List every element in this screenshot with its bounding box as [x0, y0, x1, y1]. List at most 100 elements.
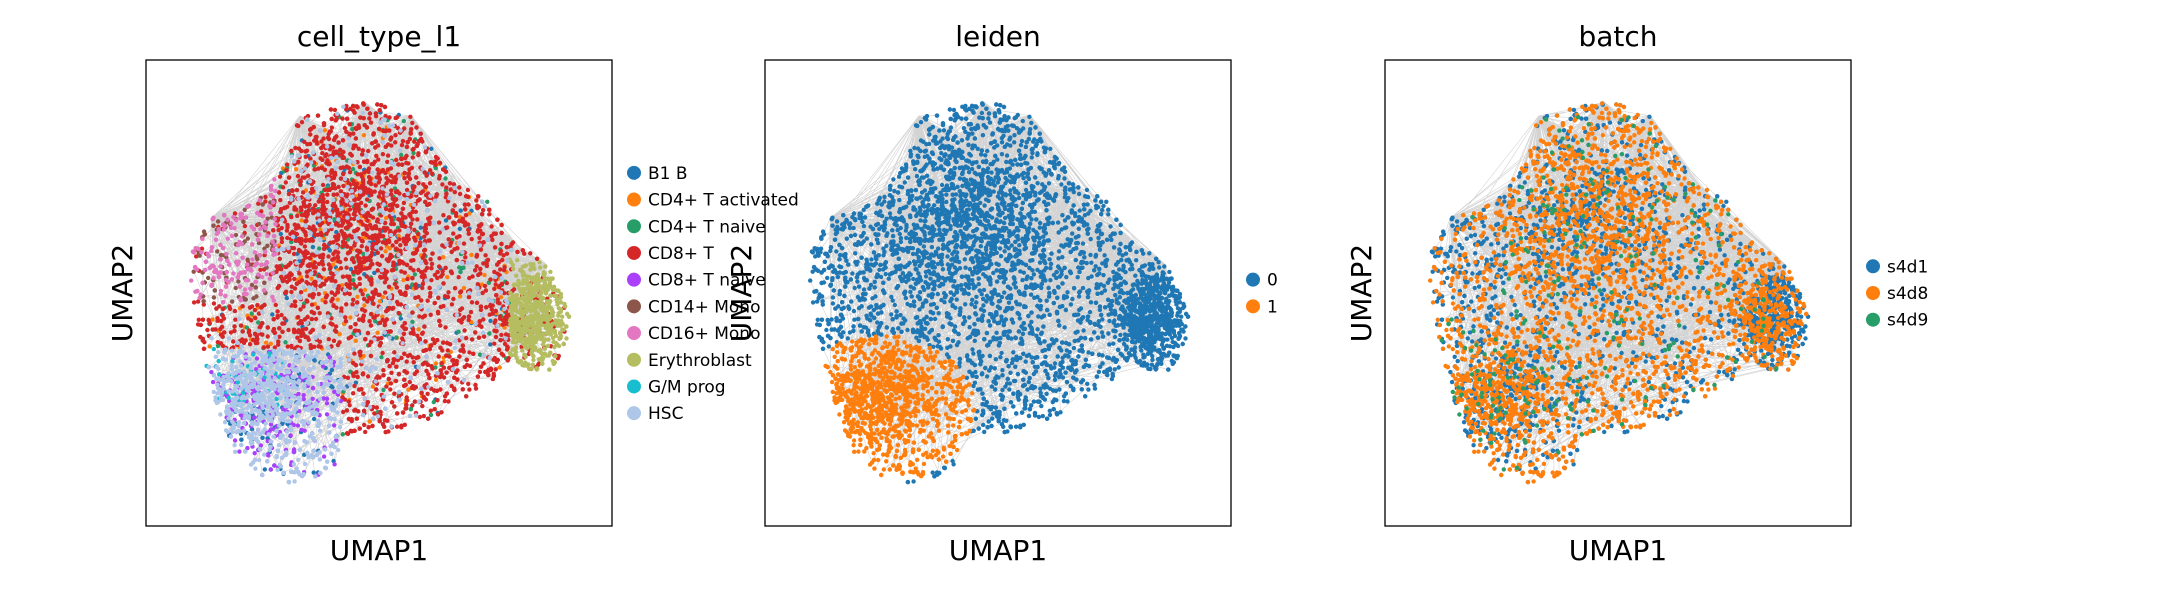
data-point — [255, 303, 260, 308]
data-point — [388, 381, 394, 386]
data-point — [463, 255, 468, 260]
data-point — [343, 319, 349, 324]
data-point — [566, 314, 572, 319]
data-point — [402, 155, 408, 161]
data-point — [419, 390, 424, 396]
data-point — [553, 318, 558, 323]
data-point — [471, 351, 476, 356]
data-point — [537, 260, 542, 265]
data-point — [522, 352, 527, 357]
data-point — [310, 328, 315, 333]
data-point — [547, 367, 552, 372]
data-point — [354, 204, 359, 210]
data-point — [247, 342, 253, 347]
data-point — [335, 297, 340, 302]
data-point — [240, 234, 245, 239]
data-point — [357, 281, 362, 287]
data-point — [231, 339, 236, 344]
data-point — [437, 318, 442, 324]
data-point — [428, 312, 433, 317]
data-point — [318, 283, 323, 289]
data-point — [196, 317, 201, 322]
data-point — [530, 362, 536, 367]
data-point — [374, 226, 379, 231]
data-point — [456, 329, 461, 334]
data-point — [404, 187, 410, 193]
data-point — [243, 215, 249, 220]
data-point — [448, 187, 453, 192]
data-point — [263, 249, 268, 255]
data-point — [476, 194, 481, 199]
data-point — [207, 321, 212, 326]
data-point — [386, 376, 391, 382]
data-point — [452, 189, 457, 195]
data-point — [315, 113, 321, 118]
data-point — [487, 207, 492, 212]
data-point — [493, 231, 498, 236]
data-point — [298, 274, 304, 280]
data-point — [417, 414, 423, 420]
data-point — [488, 342, 493, 347]
data-point — [430, 251, 435, 256]
data-point — [270, 294, 275, 300]
data-point — [317, 311, 322, 316]
data-point — [434, 192, 439, 197]
data-point — [404, 144, 410, 150]
data-point — [211, 215, 216, 220]
data-point — [198, 334, 203, 340]
data-point — [484, 305, 489, 310]
data-point — [358, 115, 363, 120]
data-point — [293, 303, 298, 309]
data-point — [444, 353, 449, 358]
data-point — [347, 122, 352, 127]
data-point — [481, 240, 486, 245]
data-point — [505, 358, 510, 363]
data-point — [458, 307, 463, 313]
data-point — [294, 123, 300, 128]
data-point — [401, 331, 407, 336]
data-point — [444, 370, 449, 375]
data-point — [352, 328, 358, 333]
data-point — [380, 317, 385, 322]
data-point — [425, 202, 430, 208]
data-point — [410, 217, 415, 222]
data-point — [234, 251, 239, 256]
data-point — [316, 291, 321, 297]
data-point — [332, 217, 337, 222]
data-point — [256, 320, 261, 325]
data-point — [415, 217, 420, 222]
data-point — [428, 408, 433, 413]
data-point — [270, 312, 275, 317]
data-point — [469, 236, 474, 242]
data-point — [411, 360, 416, 365]
data-point — [375, 330, 380, 335]
data-point — [265, 243, 270, 248]
data-point — [324, 152, 329, 157]
data-point — [261, 345, 266, 350]
data-point — [454, 213, 459, 219]
data-point — [360, 292, 365, 297]
data-point — [210, 379, 216, 385]
data-point — [528, 284, 534, 289]
data-point — [308, 132, 313, 137]
data-point — [557, 336, 562, 341]
data-point — [291, 449, 296, 455]
data-point — [201, 346, 207, 351]
data-point — [403, 326, 408, 331]
data-point — [254, 356, 260, 361]
data-point — [390, 196, 395, 201]
data-point — [324, 278, 329, 283]
data-point — [552, 293, 557, 298]
data-point — [227, 262, 232, 267]
data-point — [436, 264, 442, 269]
data-point — [361, 371, 366, 376]
data-point — [367, 111, 373, 116]
data-point — [353, 338, 358, 343]
data-point — [469, 337, 475, 342]
data-point — [430, 160, 435, 165]
data-point — [457, 234, 462, 239]
data-point — [376, 292, 381, 298]
data-point — [348, 151, 353, 157]
data-point — [220, 306, 226, 312]
